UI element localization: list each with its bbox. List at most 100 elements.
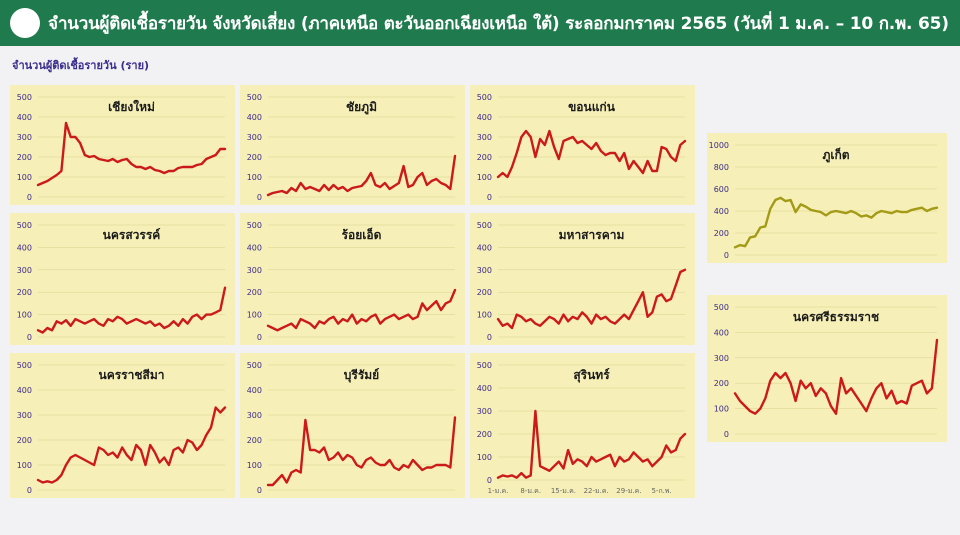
chart-nakhon-sawan: 0 100 200 300 400 500 นครสวรรค์ [10,213,235,345]
chart-title: บุรีรัมย์ [344,368,379,383]
chart-svg: 0 100 200 300 400 500 เชียงใหม่ [17,93,227,202]
chart-title: ขอนแก่น [568,100,616,114]
chart-svg: 0 100 200 300 400 500 นครราชสีมา [17,361,227,495]
y-tick-label: 200 [17,436,32,445]
series-line [496,129,687,179]
y-tick-label: 400 [477,113,492,122]
y-tick-label: 100 [247,461,262,470]
y-tick-label: 600 [714,185,729,194]
chart-svg: 0 100 200 300 400 500 ชัยภูมิ [247,93,457,202]
y-tick-label: 0 [257,193,262,202]
ministry-logo-icon [10,8,40,38]
y-tick-label: 500 [247,361,262,370]
y-tick-label: 100 [477,173,492,182]
y-tick-label: 400 [477,243,492,252]
y-tick-label: 0 [27,486,32,495]
y-tick-label: 0 [724,251,729,260]
y-tick-label: 500 [17,361,32,370]
y-tick-label: 500 [477,361,492,370]
y-tick-label: 100 [477,453,492,462]
y-tick-label: 0 [257,333,262,342]
y-tick-label: 300 [477,407,492,416]
y-tick-label: 100 [17,311,32,320]
chart-svg: 0 100 200 300 400 500 มหาสารคาม [477,221,687,342]
y-tick-label: 200 [714,379,729,388]
chart-phuket: 0 200 400 600 800 1000 ภูเก็ต [707,133,947,263]
x-tick-label: 1-ม.ค. [488,487,509,495]
chart-chaiyaphum: 0 100 200 300 400 500 ชัยภูมิ [240,85,465,205]
chart-buriram: 0 100 200 300 400 500 บุรีรัมย์ [240,353,465,498]
y-tick-label: 200 [247,153,262,162]
y-tick-label: 800 [714,163,729,172]
chart-svg: 0 100 200 300 400 500 บุรีรัมย์ [247,361,457,495]
y-tick-label: 200 [477,153,492,162]
y-tick-label: 300 [477,266,492,275]
y-tick-label: 300 [714,354,729,363]
y-tick-label: 0 [257,486,262,495]
header-bar: จำนวนผู้ติดเชื้อรายวัน จังหวัดเสี่ยง (ภา… [0,0,960,46]
chart-svg: 0 100 200 300 400 500 1-ม.ค. 8-ม.ค. 15-ม.ค. 22-ม.… [477,361,687,495]
y-tick-label: 0 [487,193,492,202]
y-tick-label: 500 [477,93,492,102]
series-line [266,288,457,332]
y-tick-label: 100 [714,405,729,414]
chart-group-subtitle: จำนวนผู้ติดเชื้อรายวัน (ราย) [12,59,150,72]
y-tick-label: 500 [247,221,262,230]
y-tick-label: 300 [247,411,262,420]
y-tick-label: 200 [247,288,262,297]
y-tick-label: 0 [27,193,32,202]
y-tick-label: 400 [17,243,32,252]
y-tick-label: 300 [247,266,262,275]
chart-title: ร้อยเอ็ด [342,227,382,242]
y-tick-label: 100 [477,311,492,320]
series-line [36,286,227,334]
y-tick-label: 500 [17,221,32,230]
series-line [733,196,939,249]
y-tick-label: 400 [17,386,32,395]
chart-title: สุรินทร์ [573,368,610,383]
y-tick-label: 400 [247,243,262,252]
y-tick-label: 0 [487,333,492,342]
y-tick-label: 400 [17,113,32,122]
y-tick-label: 100 [247,311,262,320]
chart-svg: 0 200 400 600 800 1000 ภูเก็ต [709,141,939,260]
y-tick-label: 300 [17,133,32,142]
y-tick-label: 200 [477,430,492,439]
y-tick-label: 100 [247,173,262,182]
y-tick-label: 300 [17,266,32,275]
chart-roi-et: 0 100 200 300 400 500 ร้อยเอ็ด [240,213,465,345]
page-title: จำนวนผู้ติดเชื้อรายวัน จังหวัดเสี่ยง (ภา… [48,13,949,34]
chart-surin: 0 100 200 300 400 500 1-ม.ค. 8-ม.ค. 15-ม.ค. 22-ม.… [470,353,695,498]
y-tick-label: 300 [17,411,32,420]
chart-nakhon-ratchasima: 0 100 200 300 400 500 นครราชสีมา [10,353,235,498]
y-tick-label: 500 [477,221,492,230]
y-tick-label: 1000 [709,141,729,150]
y-tick-label: 100 [17,173,32,182]
y-tick-label: 200 [17,153,32,162]
y-tick-label: 400 [247,113,262,122]
series-line [266,416,457,487]
chart-svg: 0 100 200 300 400 500 นครศรีธรรมราช [714,303,939,439]
series-line [733,338,939,415]
chart-title: นครราชสีมา [99,368,165,382]
x-tick-label: 15-ม.ค. [551,487,576,495]
series-line [36,406,227,484]
x-tick-label: 22-ม.ค. [584,487,609,495]
chart-svg: 0 100 200 300 400 500 นครสวรรค์ [17,221,227,342]
y-tick-label: 400 [247,386,262,395]
y-tick-label: 500 [247,93,262,102]
y-tick-label: 300 [477,133,492,142]
chart-svg: 0 100 200 300 400 500 ร้อยเอ็ด [247,221,457,342]
chart-svg: 0 100 200 300 400 500 ขอนแก่น [477,93,687,202]
y-tick-label: 400 [714,328,729,337]
y-tick-label: 400 [714,207,729,216]
chart-title: เชียงใหม่ [108,99,155,114]
x-tick-label: 29-ม.ค. [616,487,641,495]
chart-title: มหาสารคาม [559,228,625,242]
chart-nakhon-si-thammarat: 0 100 200 300 400 500 นครศรีธรรมราช [707,295,947,442]
y-tick-label: 200 [17,288,32,297]
y-tick-label: 0 [487,476,492,485]
chart-title: ชัยภูมิ [346,100,377,115]
chart-khon-kaen: 0 100 200 300 400 500 ขอนแก่น [470,85,695,205]
chart-title: ภูเก็ต [822,147,849,163]
